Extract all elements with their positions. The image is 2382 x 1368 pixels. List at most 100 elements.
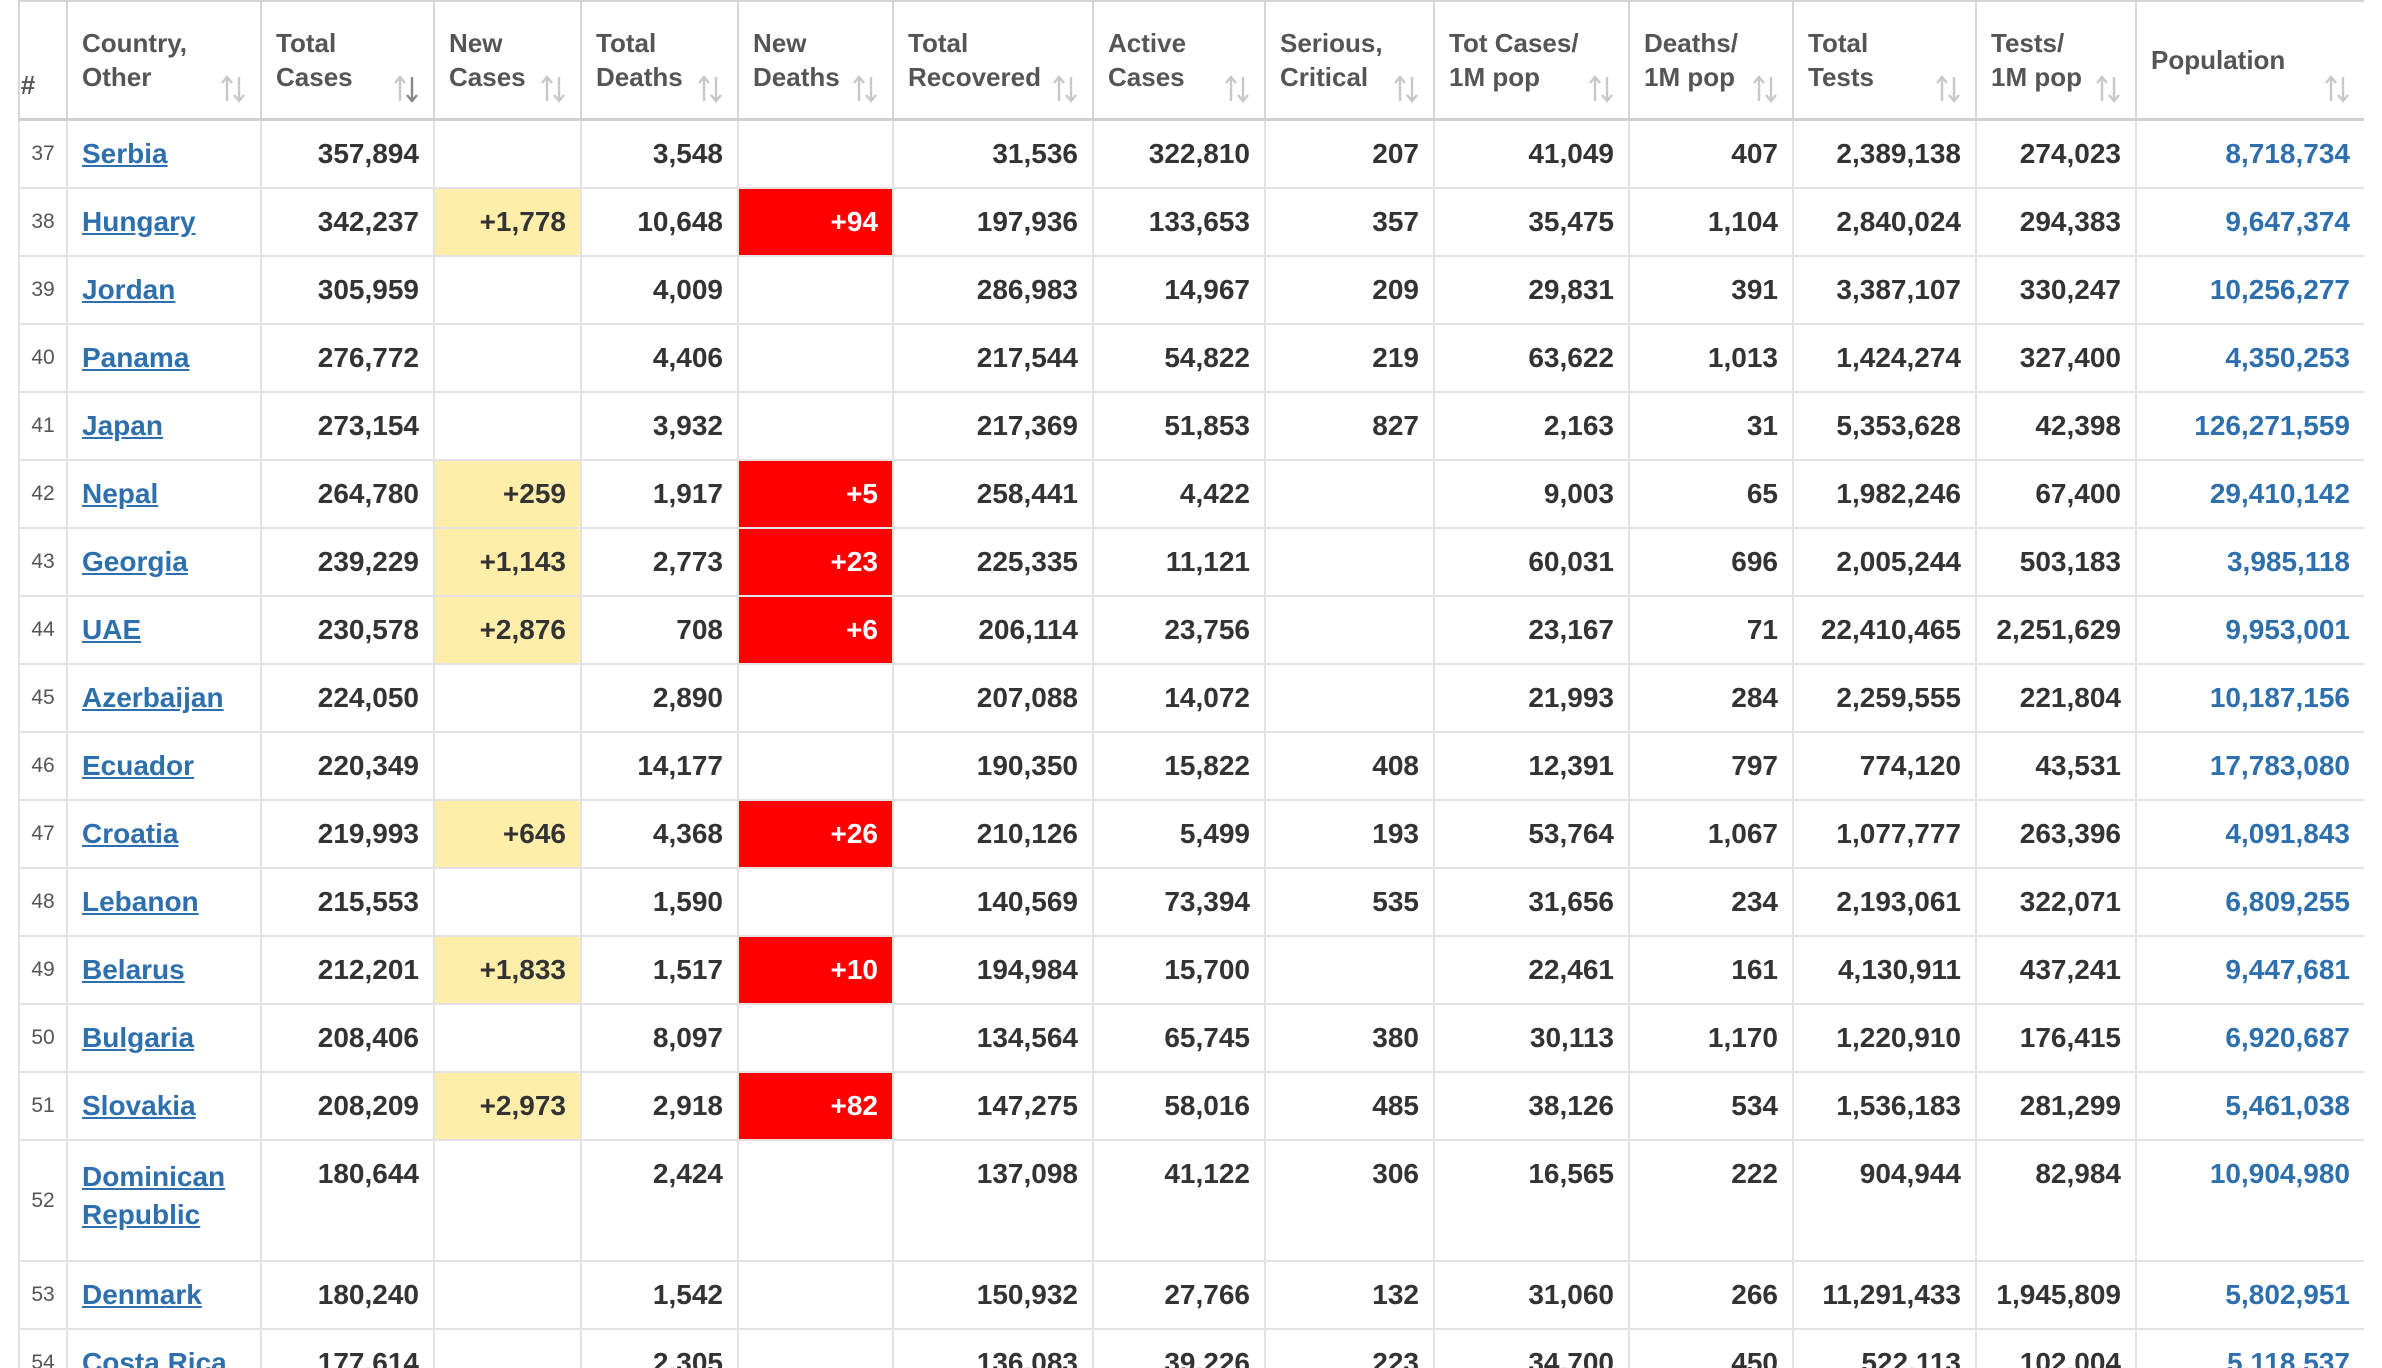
total-tests-cell: 1,220,910 — [1792, 1003, 1977, 1073]
total-tests-cell: 1,536,183 — [1792, 1071, 1977, 1141]
total-recovered-cell: 134,564 — [892, 1003, 1094, 1073]
sort-desc-active-icon[interactable] — [393, 74, 419, 104]
country-link[interactable]: Croatia — [82, 818, 179, 849]
header-total-tests[interactable]: Total Tests — [1792, 0, 1977, 121]
tests-1m-cell: 322,071 — [1975, 867, 2137, 937]
country-cell: Lebanon — [66, 867, 262, 937]
table-row: 40 Panama 276,772 4,406 217,544 54,822 219 63,6… — [18, 323, 2364, 393]
country-link[interactable]: Azerbaijan — [82, 682, 224, 713]
country-link[interactable]: Ecuador — [82, 750, 195, 781]
header-total-cases[interactable]: Total Cases — [260, 0, 435, 121]
population-cell: 17,783,080 — [2135, 731, 2364, 801]
total-cases-cell: 220,349 — [260, 731, 435, 801]
tot-cases-1m-cell: 23,167 — [1433, 595, 1630, 665]
country-link[interactable]: Dominican Republic — [82, 1161, 226, 1230]
population-cell: 4,350,253 — [2135, 323, 2364, 393]
country-cell: Panama — [66, 323, 262, 393]
active-cases-cell: 58,016 — [1092, 1071, 1266, 1141]
country-cell: Georgia — [66, 527, 262, 597]
header-population[interactable]: Population — [2135, 0, 2364, 121]
active-cases-cell: 133,653 — [1092, 187, 1266, 257]
population-cell: 10,256,277 — [2135, 255, 2364, 325]
country-link[interactable]: Denmark — [82, 1279, 202, 1310]
sort-icon[interactable] — [697, 74, 723, 104]
new-deaths-cell — [737, 663, 894, 733]
header-deaths-1m[interactable]: Deaths/ 1M pop — [1628, 0, 1794, 121]
sort-icon[interactable] — [220, 74, 246, 104]
population-cell: 126,271,559 — [2135, 391, 2364, 461]
active-cases-cell: 14,967 — [1092, 255, 1266, 325]
sort-icon[interactable] — [1393, 74, 1419, 104]
table-row: 47 Croatia 219,993 +646 4,368 +26 210,126 5,499… — [18, 799, 2364, 869]
total-deaths-cell: 14,177 — [580, 731, 739, 801]
sort-icon[interactable] — [852, 74, 878, 104]
total-recovered-cell: 206,114 — [892, 595, 1094, 665]
country-link[interactable]: Nepal — [82, 478, 159, 509]
table-row: 37 Serbia 357,894 3,548 31,536 322,810 207 41,0… — [18, 118, 2364, 189]
serious-critical-cell: 485 — [1264, 1071, 1435, 1141]
sort-icon[interactable] — [540, 74, 566, 104]
total-tests-cell: 2,259,555 — [1792, 663, 1977, 733]
country-link[interactable]: Hungary — [82, 206, 196, 237]
sort-icon[interactable] — [1588, 74, 1614, 104]
row-rank: 48 — [18, 867, 68, 937]
sort-icon[interactable] — [2095, 74, 2121, 104]
total-recovered-cell: 225,335 — [892, 527, 1094, 597]
country-link[interactable]: Japan — [82, 410, 163, 441]
country-link[interactable]: Georgia — [82, 546, 188, 577]
population-cell: 5,461,038 — [2135, 1071, 2364, 1141]
total-tests-cell: 11,291,433 — [1792, 1260, 1977, 1330]
sort-icon[interactable] — [1935, 74, 1961, 104]
country-link[interactable]: Slovakia — [82, 1090, 196, 1121]
country-link[interactable]: UAE — [82, 614, 142, 645]
new-deaths-cell — [737, 255, 894, 325]
row-rank: 49 — [18, 935, 68, 1005]
country-cell: UAE — [66, 595, 262, 665]
header-country[interactable]: Country, Other — [66, 0, 262, 121]
header-tot-cases-1m[interactable]: Tot Cases/ 1M pop — [1433, 0, 1630, 121]
country-link[interactable]: Costa Rica — [82, 1347, 227, 1368]
new-cases-cell — [433, 731, 582, 801]
sort-icon[interactable] — [2324, 74, 2350, 104]
row-rank: 44 — [18, 595, 68, 665]
country-link[interactable]: Belarus — [82, 954, 185, 985]
serious-critical-cell: 132 — [1264, 1260, 1435, 1330]
deaths-1m-cell: 234 — [1628, 867, 1794, 937]
header-total-recovered[interactable]: Total Recovered — [892, 0, 1094, 121]
country-link[interactable]: Bulgaria — [82, 1022, 195, 1053]
new-cases-cell — [433, 1139, 582, 1262]
header-active-cases[interactable]: Active Cases — [1092, 0, 1266, 121]
table-row: 49 Belarus 212,201 +1,833 1,517 +10 194,984 15,… — [18, 935, 2364, 1005]
new-cases-cell — [433, 255, 582, 325]
header-label: Total Cases — [276, 28, 353, 92]
population-cell: 10,187,156 — [2135, 663, 2364, 733]
country-link[interactable]: Lebanon — [82, 886, 199, 917]
row-rank: 46 — [18, 731, 68, 801]
total-deaths-cell: 1,517 — [580, 935, 739, 1005]
header-total-deaths[interactable]: Total Deaths — [580, 0, 739, 121]
sort-icon[interactable] — [1052, 74, 1078, 104]
country-link[interactable]: Jordan — [82, 274, 176, 305]
sort-icon[interactable] — [1752, 74, 1778, 104]
header-serious-critical[interactable]: Serious, Critical — [1264, 0, 1435, 121]
header-tests-1m[interactable]: Tests/ 1M pop — [1975, 0, 2137, 121]
country-cell: Japan — [66, 391, 262, 461]
new-cases-cell — [433, 323, 582, 393]
country-link[interactable]: Panama — [82, 342, 190, 373]
header-idx[interactable]: # — [18, 0, 68, 121]
sort-icon[interactable] — [1224, 74, 1250, 104]
country-link[interactable]: Serbia — [82, 138, 168, 169]
total-cases-cell: 215,553 — [260, 867, 435, 937]
row-rank: 53 — [18, 1260, 68, 1330]
total-deaths-cell: 4,009 — [580, 255, 739, 325]
deaths-1m-cell: 31 — [1628, 391, 1794, 461]
header-new-cases[interactable]: New Cases — [433, 0, 582, 121]
total-recovered-cell: 217,369 — [892, 391, 1094, 461]
country-cell: Serbia — [66, 118, 262, 189]
total-tests-cell: 2,389,138 — [1792, 118, 1977, 189]
tot-cases-1m-cell: 30,113 — [1433, 1003, 1630, 1073]
tot-cases-1m-cell: 38,126 — [1433, 1071, 1630, 1141]
header-label: Tests/ 1M pop — [1991, 28, 2082, 92]
tot-cases-1m-cell: 31,656 — [1433, 867, 1630, 937]
header-new-deaths[interactable]: New Deaths — [737, 0, 894, 121]
